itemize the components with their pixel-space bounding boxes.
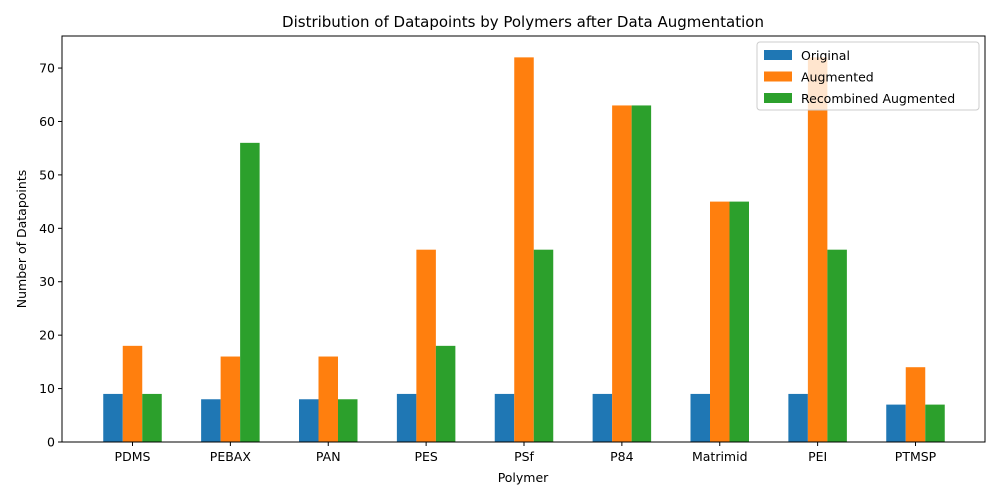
bar-augmented-ptmsp xyxy=(905,367,926,442)
legend-swatch xyxy=(764,71,792,82)
x-tick-label: PEBAX xyxy=(210,449,252,464)
bar-augmented-pei xyxy=(807,57,828,443)
x-tick-label: PES xyxy=(414,449,437,464)
bar-augmented-pes xyxy=(416,249,436,442)
y-tick-label: 10 xyxy=(39,381,55,396)
y-axis-label: Number of Datapoints xyxy=(14,170,29,308)
plot-frame xyxy=(61,35,986,443)
legend-label: Original xyxy=(801,48,850,63)
bar-original-pes xyxy=(396,393,417,442)
y-tick-label: 0 xyxy=(47,435,55,450)
legend-label: Augmented xyxy=(801,70,874,85)
bar-augmented-pan xyxy=(318,356,338,442)
bar-augmented-matrimid xyxy=(710,201,730,442)
bar-augmented-p84 xyxy=(612,105,632,443)
x-tick-label: Matrimid xyxy=(692,449,748,464)
bar-recombined-augmented-pei xyxy=(827,249,847,442)
legend-box xyxy=(756,41,980,111)
chart-title: Distribution of Datapoints by Polymers a… xyxy=(282,13,764,31)
bar-original-pebax xyxy=(201,399,221,442)
x-tick-label: PAN xyxy=(316,449,341,464)
bar-augmented-pebax xyxy=(220,356,241,442)
x-axis: PDMS PEBAX PAN PES PSf P84 Matrimid PEI PTMSP xyxy=(115,442,937,464)
legend-swatch xyxy=(764,93,792,103)
x-tick-label: PEI xyxy=(808,449,827,464)
y-tick-label: 20 xyxy=(39,328,55,343)
bar-original-pan xyxy=(299,399,319,442)
bar-recombined-augmented-pes xyxy=(435,345,456,442)
bar-recombined-augmented-pdms xyxy=(142,393,162,442)
bar-recombined-augmented-p84 xyxy=(631,105,652,443)
bar-original-psf xyxy=(494,393,515,442)
x-tick-label: PSf xyxy=(514,449,534,464)
legend-swatch xyxy=(764,50,792,60)
bar-recombined-augmented-matrimid xyxy=(729,201,749,442)
bar-recombined-augmented-ptmsp xyxy=(925,404,945,442)
bar-augmented-pdms xyxy=(122,345,143,442)
y-tick-label: 70 xyxy=(39,61,55,76)
bar-recombined-augmented-pan xyxy=(338,399,358,442)
bar-recombined-augmented-pebax xyxy=(240,142,260,442)
bar-original-p84 xyxy=(592,393,613,442)
legend-label: Recombined Augmented xyxy=(801,91,955,106)
x-tick-label: PDMS xyxy=(115,449,151,464)
bar-original-pdms xyxy=(103,393,123,442)
y-axis: 0 10 20 30 40 50 60 70 xyxy=(39,61,62,450)
bar-augmented-psf xyxy=(514,57,534,443)
x-tick-label: PTMSP xyxy=(895,449,937,464)
bars-group xyxy=(103,57,945,443)
x-axis-label: Polymer xyxy=(498,470,549,485)
y-tick-label: 50 xyxy=(39,167,55,182)
bar-original-ptmsp xyxy=(886,404,906,442)
y-tick-label: 40 xyxy=(39,221,55,236)
y-tick-label: 30 xyxy=(39,274,55,289)
bar-original-pei xyxy=(788,393,808,442)
x-tick-label: P84 xyxy=(610,449,633,464)
legend: Original Augmented Recombined Augmented xyxy=(756,41,980,111)
bar-original-matrimid xyxy=(690,393,710,442)
y-tick-label: 60 xyxy=(39,114,55,129)
bar-recombined-augmented-psf xyxy=(533,249,554,442)
